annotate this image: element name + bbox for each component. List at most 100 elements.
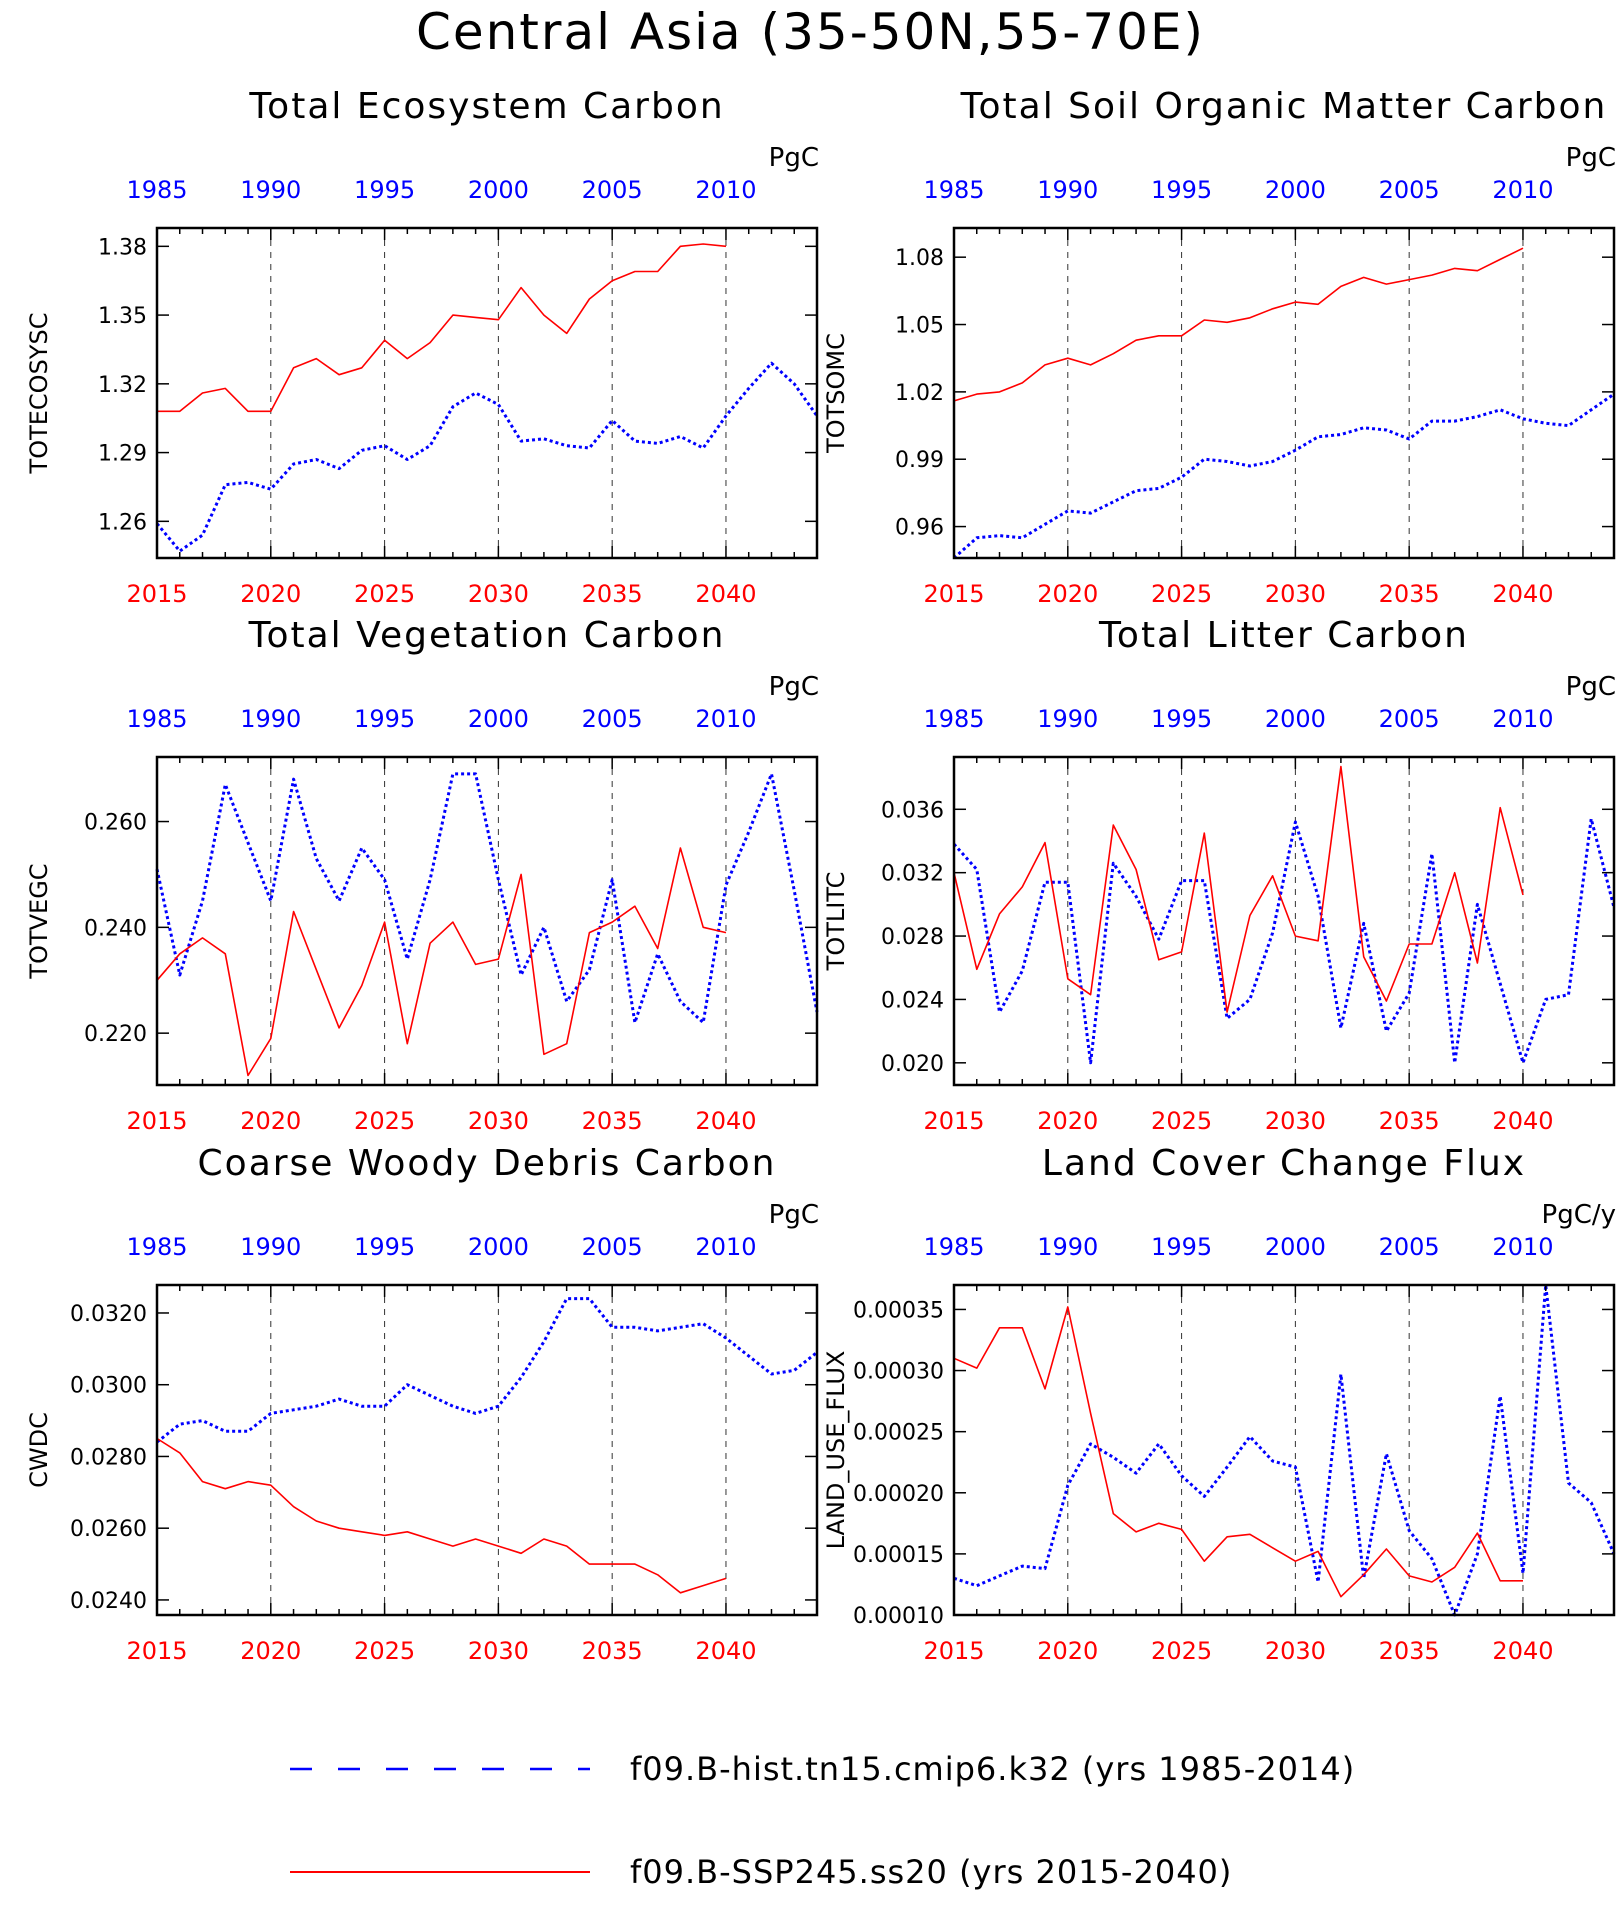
x2-tick-label: 2010 — [1492, 1233, 1553, 1261]
x-tick-label: 2025 — [1151, 580, 1212, 608]
x2-tick-label: 2005 — [1379, 705, 1440, 733]
y-tick-label: 0.020 — [881, 1052, 944, 1077]
series-line-ssp — [953, 1306, 1523, 1598]
legend-swatch-hist — [290, 1767, 590, 1771]
x-tick-label: 2040 — [695, 1107, 756, 1135]
x2-tick-label: 1990 — [240, 176, 301, 204]
series-line-ssp — [953, 247, 1524, 402]
y-tick-label: 0.028 — [881, 925, 944, 950]
plot-frame — [155, 226, 819, 560]
x2-tick-label: 1995 — [354, 1233, 415, 1261]
chart-panel-2: Total Soil Organic Matter Carbon PgC 2015 2… — [822, 86, 1616, 608]
x-tick-label: 2020 — [1037, 1107, 1098, 1135]
x2-tick-label: 2000 — [1265, 705, 1326, 733]
y-tick-label: 0.032 — [881, 862, 944, 887]
x2-tick-label: 1985 — [126, 176, 187, 204]
y-tick-label: 0.220 — [84, 1022, 147, 1047]
x2-tick-label: 2005 — [582, 176, 643, 204]
x2-tick-label: 2010 — [1492, 176, 1553, 204]
y-tick-label: 0.240 — [84, 916, 147, 941]
panel-units: PgC — [1566, 672, 1616, 702]
x-tick-label: 2035 — [1379, 580, 1440, 608]
chart-panel-6: Land Cover Change Flux PgC/y 2015 2020 2025 2… — [822, 1143, 1616, 1665]
x2-tick-label: 2000 — [1265, 1233, 1326, 1261]
x2-tick-label: 2000 — [468, 176, 529, 204]
x-tick-label: 2040 — [1492, 580, 1553, 608]
series-line-hist — [952, 817, 1616, 1065]
y-tick-label: 1.32 — [98, 373, 147, 398]
x-tick-label: 2015 — [126, 1107, 187, 1135]
x-tick-label: 2015 — [126, 580, 187, 608]
plot-frame — [952, 226, 1616, 560]
x-tick-label: 2030 — [1265, 1107, 1326, 1135]
x-tick-label: 2025 — [354, 1107, 415, 1135]
x2-tick-label: 1985 — [126, 1233, 187, 1261]
x-tick-label: 2015 — [923, 1637, 984, 1665]
series-line-ssp — [953, 765, 1524, 1013]
y-axis-label: CWDC — [25, 1412, 53, 1488]
x-tick-label: 2020 — [1037, 580, 1098, 608]
x-tick-label: 2030 — [1265, 580, 1326, 608]
x2-tick-label: 1985 — [923, 705, 984, 733]
x-tick-label: 2025 — [354, 1637, 415, 1665]
x2-tick-label: 2010 — [695, 705, 756, 733]
series-line-ssp — [156, 847, 727, 1077]
x-tick-label: 2030 — [468, 1107, 529, 1135]
y-tick-label: 0.00030 — [853, 1360, 944, 1385]
series-line-ssp — [156, 1437, 727, 1594]
x-tick-label: 2035 — [582, 1107, 643, 1135]
x-tick-label: 2025 — [1151, 1637, 1212, 1665]
legend-label-ssp: f09.B-SSP245.ss20 (yrs 2015-2040) — [630, 1853, 1233, 1891]
x2-tick-label: 1990 — [1037, 1233, 1098, 1261]
x2-tick-label: 2010 — [695, 1233, 756, 1261]
panel-title: Land Cover Change Flux — [1042, 1143, 1526, 1184]
y-tick-label: 0.0320 — [70, 1302, 147, 1327]
y-tick-label: 0.0280 — [70, 1445, 147, 1470]
series-line-hist — [156, 1297, 818, 1444]
y-tick-label: 1.38 — [98, 235, 147, 260]
chart-panel-1: Total Ecosystem Carbon PgC 2015 2020 2025 203… — [25, 86, 819, 608]
panel-units: PgC — [769, 1200, 819, 1230]
x-tick-label: 2015 — [923, 580, 984, 608]
x2-tick-label: 1995 — [1151, 705, 1212, 733]
y-tick-label: 1.02 — [895, 381, 944, 406]
x2-tick-label: 2010 — [1492, 705, 1553, 733]
legend-label-hist: f09.B-hist.tn15.cmip6.k32 (yrs 1985-2014… — [630, 1750, 1356, 1788]
x-tick-label: 2030 — [468, 580, 529, 608]
y-tick-label: 0.00015 — [853, 1543, 944, 1568]
y-tick-label: 0.96 — [895, 516, 944, 541]
series-line-hist — [953, 392, 1615, 560]
x-tick-label: 2040 — [1492, 1637, 1553, 1665]
panel-units: PgC/y — [1542, 1200, 1616, 1230]
x2-tick-label: 1985 — [126, 705, 187, 733]
series-line-hist — [155, 772, 819, 1025]
x2-tick-label: 1995 — [354, 705, 415, 733]
x-tick-label: 2035 — [1379, 1107, 1440, 1135]
x2-tick-label: 1985 — [923, 1233, 984, 1261]
x2-tick-label: 2005 — [1379, 176, 1440, 204]
panel-units: PgC — [1566, 143, 1616, 173]
x2-tick-label: 1990 — [1037, 705, 1098, 733]
chart-panel-5: Coarse Woody Debris Carbon PgC 2015 2020 202… — [25, 1143, 819, 1665]
x2-tick-label: 1995 — [354, 176, 415, 204]
x2-tick-label: 1995 — [1151, 1233, 1212, 1261]
panel-units: PgC — [769, 143, 819, 173]
x-tick-label: 2040 — [1492, 1107, 1553, 1135]
legend-swatch-ssp — [290, 1871, 590, 1873]
x2-tick-label: 2000 — [468, 705, 529, 733]
plot-frame — [952, 755, 1616, 1087]
y-tick-label: 1.35 — [98, 304, 147, 329]
x-tick-label: 2030 — [468, 1637, 529, 1665]
y-axis-label: TOTSOMC — [822, 333, 850, 454]
y-axis-label: LAND_USE_FLUX — [822, 1351, 850, 1550]
series-line-hist — [953, 1283, 1616, 1617]
x-tick-label: 2035 — [582, 580, 643, 608]
y-tick-label: 0.0240 — [70, 1589, 147, 1614]
x-tick-label: 2020 — [240, 1107, 301, 1135]
panel-title: Coarse Woody Debris Carbon — [198, 1143, 777, 1184]
plot-frame — [952, 1283, 1616, 1617]
x2-tick-label: 1995 — [1151, 176, 1212, 204]
y-axis-label: TOTECOSYSC — [25, 313, 53, 475]
x-tick-label: 2040 — [695, 580, 756, 608]
x2-tick-label: 1990 — [240, 1233, 301, 1261]
